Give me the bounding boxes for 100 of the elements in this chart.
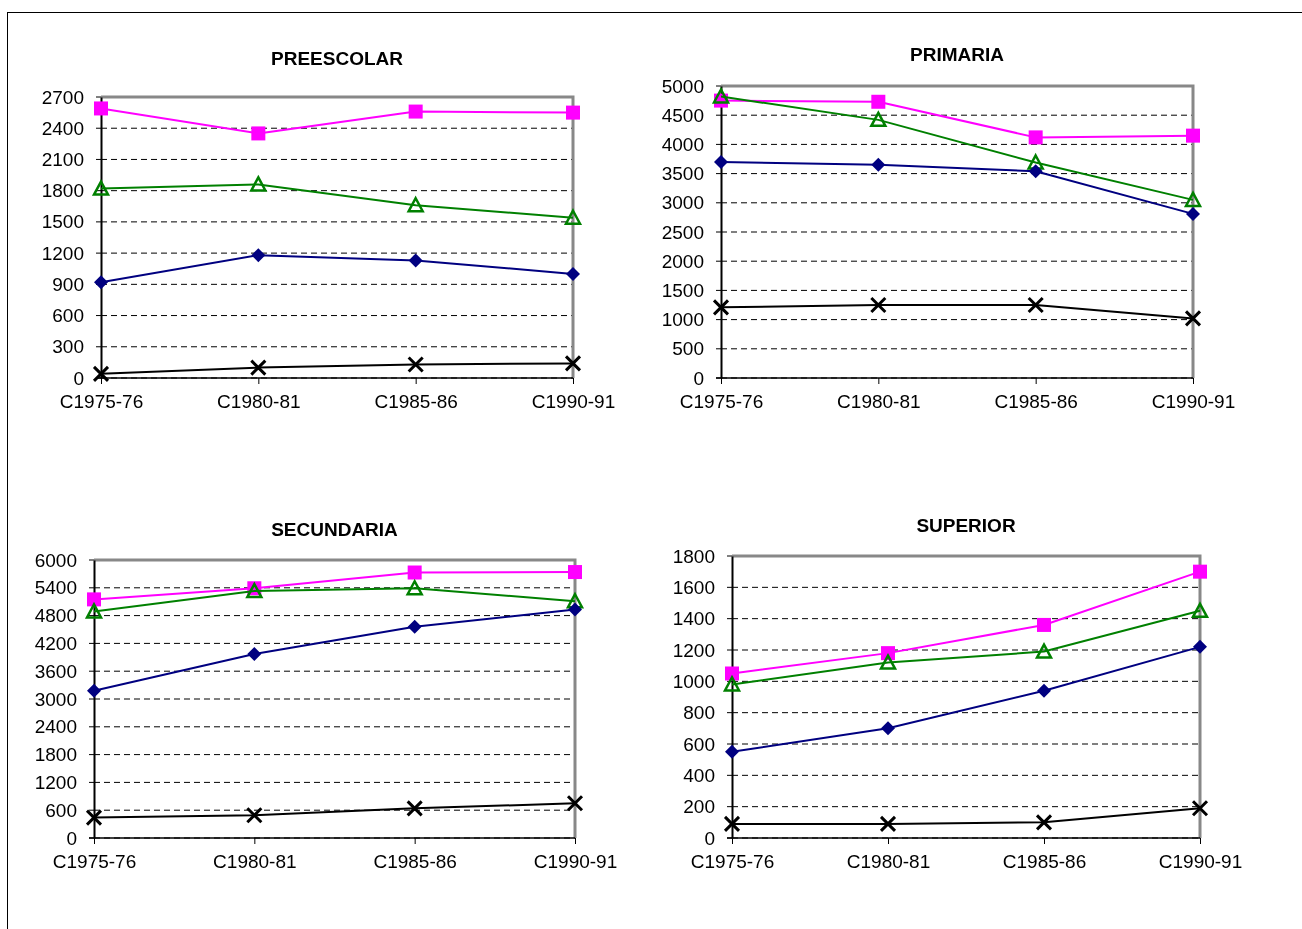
point <box>566 266 580 281</box>
y-tick-label: 200 <box>683 796 715 818</box>
x-tick-label: C1980-81 <box>837 390 921 412</box>
y-tick-label: 4200 <box>34 632 77 654</box>
chart-title: SECUNDARIA <box>271 519 399 541</box>
point <box>1027 154 1044 170</box>
chart-title: PRIMARIA <box>910 44 1005 66</box>
y-tick-label: 4500 <box>661 104 704 126</box>
point <box>1193 564 1207 579</box>
y-tick-label: 1500 <box>41 211 84 233</box>
point <box>879 815 897 833</box>
point <box>871 157 886 172</box>
point <box>1186 128 1200 143</box>
point <box>1028 164 1043 179</box>
x-tick-label: C1975-76 <box>690 850 775 872</box>
y-tick-label: 500 <box>672 338 704 360</box>
y-tick-label: 0 <box>73 367 84 389</box>
x-tick-label: C1980-81 <box>846 850 931 872</box>
point <box>92 365 110 383</box>
y-tick-label: 1800 <box>672 545 715 567</box>
point <box>1186 206 1200 221</box>
x-tick-label: C1975-76 <box>679 390 764 412</box>
y-tick-label: 400 <box>683 764 715 786</box>
point <box>714 154 728 169</box>
y-tick-label: 6000 <box>34 549 77 571</box>
y-tick-label: 1000 <box>661 309 704 331</box>
y-tick-label: 1200 <box>34 771 77 793</box>
point <box>1193 639 1207 654</box>
point <box>1184 309 1202 327</box>
point <box>566 105 580 120</box>
y-tick-label: 4800 <box>34 605 77 627</box>
point <box>407 565 422 580</box>
y-tick-label: 600 <box>52 305 84 327</box>
point <box>407 196 424 213</box>
point <box>870 111 887 128</box>
y-tick-label: 1500 <box>661 279 704 301</box>
y-tick-label: 0 <box>66 827 77 849</box>
point <box>723 815 741 833</box>
y-tick-label: 1200 <box>672 639 715 661</box>
point <box>247 647 262 662</box>
y-tick-label: 800 <box>683 702 715 724</box>
point <box>1037 617 1051 632</box>
point <box>1191 799 1209 817</box>
point <box>87 592 101 607</box>
y-tick-label: 600 <box>683 733 715 755</box>
point <box>869 296 887 314</box>
point <box>564 354 582 372</box>
y-tick-label: 2400 <box>34 716 77 738</box>
point <box>568 565 582 580</box>
point <box>566 592 584 609</box>
point <box>407 619 422 634</box>
point <box>1035 813 1053 831</box>
y-tick-label: 600 <box>45 799 77 821</box>
y-tick-label: 2100 <box>41 149 84 171</box>
x-tick-label: C1985-86 <box>373 850 457 872</box>
point <box>725 744 739 759</box>
y-tick-label: 1800 <box>41 180 84 202</box>
point <box>251 248 266 263</box>
y-tick-label: 1200 <box>41 242 84 264</box>
y-tick-label: 5400 <box>34 577 77 599</box>
point <box>871 94 886 109</box>
point <box>1035 643 1053 659</box>
x-tick-label: C1975-76 <box>59 390 144 412</box>
point <box>881 721 895 736</box>
point <box>250 176 267 192</box>
chart-title: SUPERIOR <box>916 515 1016 537</box>
point <box>94 275 108 290</box>
point <box>566 794 584 812</box>
x-tick-label: C1975-76 <box>52 850 137 872</box>
point <box>85 603 103 619</box>
x-tick-label: C1990-91 <box>533 850 618 872</box>
point <box>712 298 730 316</box>
point <box>407 355 425 373</box>
point <box>723 676 741 692</box>
y-tick-label: 1400 <box>672 608 715 630</box>
y-tick-label: 2500 <box>661 221 704 243</box>
point <box>1037 683 1051 698</box>
point <box>406 799 424 817</box>
y-tick-label: 3600 <box>34 660 77 682</box>
y-tick-label: 0 <box>704 827 715 849</box>
point <box>712 88 730 104</box>
point <box>408 253 423 268</box>
y-tick-label: 4000 <box>661 133 704 155</box>
y-tick-label: 300 <box>52 336 84 358</box>
y-tick-label: 2400 <box>41 117 84 139</box>
y-tick-label: 2000 <box>661 250 704 272</box>
x-tick-label: C1990-91 <box>1151 390 1236 412</box>
point <box>1028 130 1043 145</box>
point <box>245 806 263 824</box>
point <box>85 809 103 827</box>
point <box>87 683 101 698</box>
point <box>1184 191 1202 208</box>
point <box>568 602 582 617</box>
x-tick-label: C1980-81 <box>213 850 297 872</box>
y-tick-label: 0 <box>693 367 704 389</box>
y-tick-label: 900 <box>52 273 84 295</box>
x-tick-label: C1990-91 <box>531 390 616 412</box>
y-tick-label: 3500 <box>661 163 704 185</box>
point <box>94 101 108 116</box>
x-tick-label: C1985-86 <box>374 390 458 412</box>
